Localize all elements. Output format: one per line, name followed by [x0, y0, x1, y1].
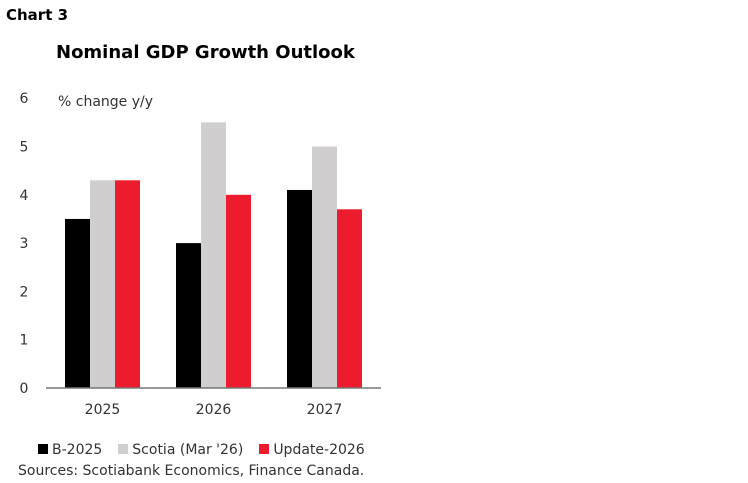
- legend-swatch: [259, 444, 270, 454]
- legend: B-2025 Scotia (Mar '26) Update-2026: [38, 442, 365, 458]
- legend-swatch: [118, 444, 129, 454]
- bar-2027-2: [337, 209, 362, 388]
- bar-2026-2: [226, 194, 251, 388]
- y-tick-label: 0: [20, 381, 29, 397]
- y-tick-label: 4: [20, 188, 29, 204]
- source-note: Sources: Scotiabank Economics, Finance C…: [18, 463, 365, 479]
- legend-item: Scotia (Mar '26): [118, 442, 243, 458]
- bar-2025-1: [90, 180, 115, 388]
- bar-2025-2: [115, 180, 140, 388]
- chart-number: Chart 3: [6, 6, 69, 24]
- legend-label: Scotia (Mar '26): [132, 442, 244, 458]
- y-tick-label: 3: [20, 236, 29, 252]
- legend-item: Update-2026: [259, 442, 365, 458]
- chart-title: Nominal GDP Growth Outlook: [56, 42, 355, 63]
- x-tick-label: 2026: [196, 402, 232, 418]
- y-tick-label: 1: [20, 333, 29, 349]
- bar-2027-0: [287, 189, 312, 388]
- legend-label: B-2025: [52, 442, 103, 458]
- y-tick-label: 6: [20, 91, 29, 107]
- x-tick-label: 2025: [85, 402, 121, 418]
- bar-2027-1: [312, 146, 337, 388]
- y-tick-label: 5: [20, 140, 29, 156]
- y-tick-label: 2: [20, 284, 29, 300]
- bar-2025-0: [65, 218, 90, 388]
- x-tick-label: 2027: [307, 402, 343, 418]
- legend-item: B-2025: [38, 442, 102, 458]
- bar-2026-0: [176, 243, 201, 388]
- plot-area: 0 1 2 3 4 5 6 % change y/y 2025 2026 2027: [20, 91, 381, 418]
- legend-swatch: [38, 444, 48, 454]
- y-axis-label: % change y/y: [58, 94, 153, 110]
- bar-2026-1: [201, 122, 226, 388]
- legend-label: Update-2026: [273, 442, 365, 458]
